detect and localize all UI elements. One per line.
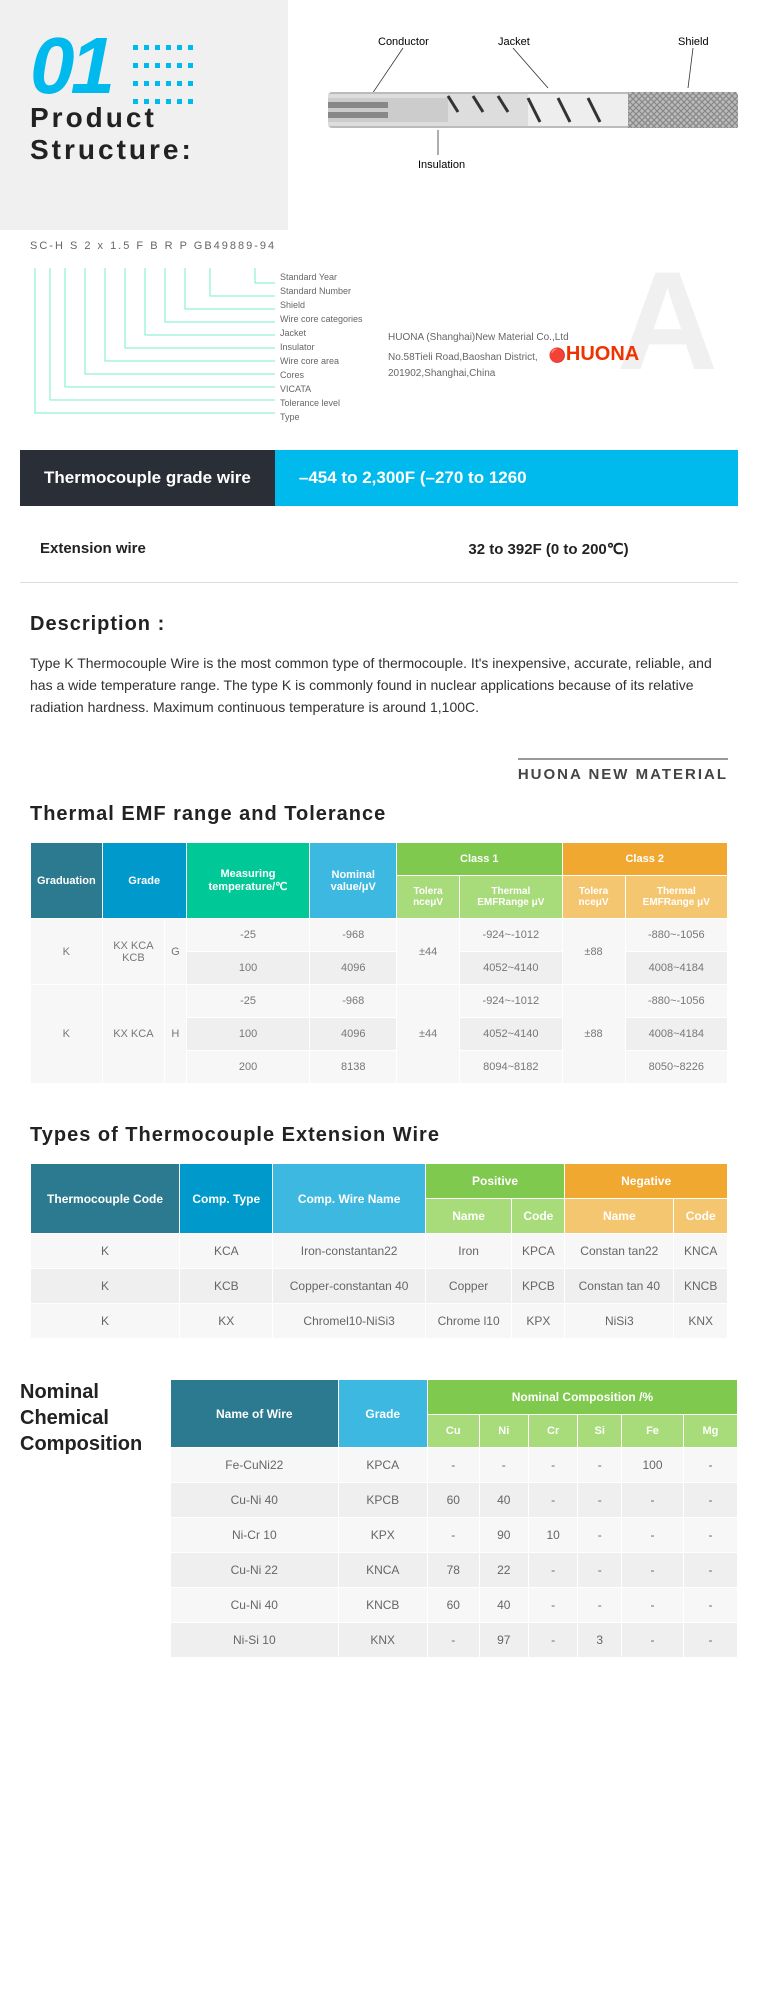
huona-logo-icon: HUONA bbox=[548, 346, 639, 363]
description-section: Description : Type K Thermocouple Wire i… bbox=[0, 593, 758, 738]
description-text: Type K Thermocouple Wire is the most com… bbox=[30, 652, 728, 718]
description-title: Description : bbox=[30, 613, 728, 636]
label-insulation: Insulation bbox=[418, 159, 465, 171]
table-row: Ni-Cr 10KPX-9010--- bbox=[171, 1518, 738, 1553]
emf-section: Thermal EMF range and Tolerance Graduati… bbox=[0, 783, 758, 1104]
code-section: SC-H S 2 x 1.5 F B R P GB49889-94 Standa… bbox=[0, 230, 758, 430]
table-row: KKXChromel10-NiSi3Chrome l10KPXNiSi3KNX bbox=[31, 1304, 728, 1339]
range-bar: Thermocouple grade wire –454 to 2,300F (… bbox=[20, 450, 738, 506]
tg-range: –454 to 2,300F (–270 to 1260 bbox=[275, 450, 738, 506]
table-row: KKX KCAH -25-968 ±44-924~-1012 ±88-880~-… bbox=[31, 985, 728, 1018]
nominal-table: Name of Wire Grade Nominal Composition /… bbox=[170, 1379, 738, 1658]
product-code: SC-H S 2 x 1.5 F B R P GB49889-94 bbox=[30, 240, 728, 252]
ext-range: 32 to 392F (0 to 200℃) bbox=[379, 540, 718, 558]
ext-label: Extension wire bbox=[40, 540, 379, 558]
emf-title: Thermal EMF range and Tolerance bbox=[30, 803, 728, 826]
emf-table: Graduation Grade Measuring temperature/℃… bbox=[30, 842, 728, 1084]
code-tree-lines bbox=[30, 268, 280, 418]
label-shield: Shield bbox=[678, 36, 709, 48]
table-row: Ni-Si 10KNX-97-3-- bbox=[171, 1623, 738, 1658]
label-conductor: Conductor bbox=[378, 36, 429, 48]
divider bbox=[20, 582, 738, 583]
types-table: Thermocouple Code Comp. Type Comp. Wire … bbox=[30, 1163, 728, 1339]
tg-label: Thermocouple grade wire bbox=[20, 450, 275, 506]
header-section: 01 ProductStructure: Conductor Jacket Sh… bbox=[0, 0, 758, 230]
table-row: Cu-Ni 40KPCB6040---- bbox=[171, 1483, 738, 1518]
cable-diagram: Conductor Jacket Shield Insulation bbox=[318, 30, 738, 170]
decorative-dots bbox=[130, 40, 196, 112]
table-row: KKCAIron-constantan22IronKPCAConstan tan… bbox=[31, 1234, 728, 1269]
code-tree-labels: Standard YearStandard Number ShieldWire … bbox=[280, 270, 363, 424]
brand-bar: HUONA NEW MATERIAL bbox=[0, 758, 758, 783]
table-row: KKCBCopper-constantan 40CopperKPCBConsta… bbox=[31, 1269, 728, 1304]
types-title: Types of Thermocouple Extension Wire bbox=[30, 1124, 728, 1147]
nominal-section: Nominal Chemical Composition Name of Wir… bbox=[0, 1359, 758, 1678]
table-row: Cu-Ni 22KNCA7822---- bbox=[171, 1553, 738, 1588]
label-jacket: Jacket bbox=[498, 36, 530, 48]
table-row: KKX KCA KCBG -25-968 ±44-924~-1012 ±88-8… bbox=[31, 919, 728, 952]
nominal-title: Nominal Chemical Composition bbox=[20, 1379, 150, 1658]
company-info: HUONA (Shanghai)New Material Co.,Ltd No.… bbox=[388, 330, 728, 382]
extension-row: Extension wire 32 to 392F (0 to 200℃) bbox=[0, 526, 758, 572]
table-row: Cu-Ni 40KNCB6040---- bbox=[171, 1588, 738, 1623]
table-row: Fe-CuNi22KPCA----100- bbox=[171, 1448, 738, 1483]
types-section: Types of Thermocouple Extension Wire The… bbox=[0, 1104, 758, 1359]
